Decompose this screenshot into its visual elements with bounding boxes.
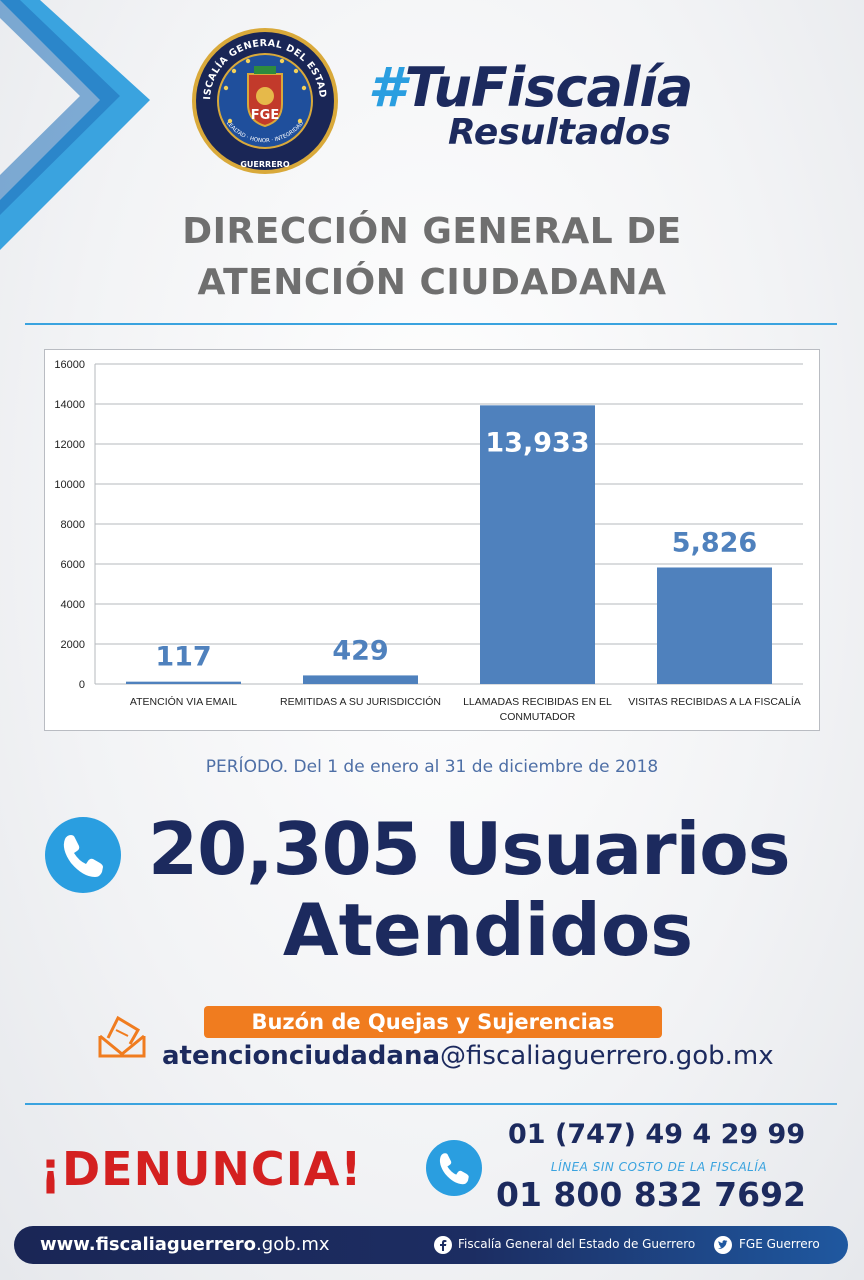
svg-text:FGE: FGE: [251, 108, 279, 123]
bar: [480, 405, 595, 684]
data-label: 117: [155, 642, 211, 673]
bar-chart-svg: 0 2000 4000 6000 8000 10000 12000 14000 16000 117…: [54, 359, 803, 723]
email-user: atencionciudadana: [162, 1041, 441, 1071]
twitter-account[interactable]: FGE Guerrero: [739, 1237, 820, 1251]
mailbox-envelope-icon: [98, 1015, 146, 1058]
data-label: 429: [332, 635, 388, 666]
contact-email[interactable]: atencionciudadana@fiscaliaguerrero.gob.m…: [162, 1041, 774, 1071]
divider-bottom: [25, 1103, 837, 1105]
complaints-mailbox-badge: Buzón de Quejas y Sujerencias: [204, 1006, 662, 1038]
hashtag-word: TuFiscalía: [404, 56, 694, 119]
y-tick-label: 10000: [54, 479, 85, 491]
y-tick-label: 2000: [61, 639, 85, 651]
x-tick-label: LLAMADAS RECIBIDAS EN EL: [463, 696, 612, 708]
y-tick-label: 16000: [54, 359, 85, 371]
footer-bar: [14, 1226, 848, 1264]
phone-icon-small: [426, 1140, 482, 1196]
y-tick-label: 8000: [61, 519, 85, 531]
y-tick-label: 12000: [54, 439, 85, 451]
footer-website-link[interactable]: www.fiscaliaguerrero.gob.mx: [40, 1234, 330, 1255]
x-tick-label: VISITAS RECIBIDAS A LA FISCALÍA: [628, 695, 801, 708]
y-tick-label: 4000: [61, 599, 85, 611]
phone-number-tollfree[interactable]: 01 800 832 7692: [496, 1175, 807, 1214]
corner-chevron-decoration: [0, 0, 150, 250]
bar: [126, 681, 241, 684]
x-tick-label: ATENCIÓN VIA EMAIL: [130, 695, 237, 708]
toll-free-caption: LÍNEA SIN COSTO DE LA FISCALÍA: [550, 1160, 768, 1174]
results-subtitle: Resultados: [448, 112, 672, 153]
facebook-account[interactable]: Fiscalía General del Estado de Guerrero: [458, 1237, 696, 1251]
x-tick-label: REMITIDAS A SU JURISDICCIÓN: [280, 695, 441, 708]
section-heading-line1: DIRECCIÓN GENERAL DE: [182, 211, 682, 252]
email-domain: @fiscaliaguerrero.gob.mx: [440, 1041, 774, 1071]
y-tick-label: 6000: [61, 559, 85, 571]
footer-url-main: www.fiscaliaguerrero: [40, 1234, 257, 1255]
section-heading-line2: ATENCIÓN CIUDADANA: [197, 262, 667, 303]
total-users-line1: 20,305 Usuarios: [148, 807, 791, 891]
fge-seal-logo: FISCALÍA GENERAL DEL ESTADO LEALTAD · HO…: [190, 26, 338, 174]
footer-url-tld: .gob.mx: [256, 1234, 330, 1255]
bar: [657, 567, 772, 684]
svg-text:GUERRERO: GUERRERO: [240, 160, 289, 169]
hashtag-symbol: #: [368, 56, 406, 119]
data-label: 5,826: [672, 527, 757, 558]
period-text: PERÍODO. Del 1 de enero al 31 de diciemb…: [205, 757, 659, 777]
data-label: 13,933: [485, 427, 589, 458]
twitter-icon[interactable]: [714, 1236, 732, 1254]
facebook-icon[interactable]: [434, 1236, 452, 1254]
denuncia-callout: ¡DENUNCIA!: [40, 1142, 363, 1196]
total-users-line2: Atendidos: [282, 888, 694, 972]
bar: [303, 675, 418, 684]
x-tick-label: CONMUTADOR: [500, 711, 576, 723]
phone-number-local[interactable]: 01 (747) 49 4 29 99: [508, 1119, 806, 1150]
phone-icon: [45, 817, 121, 893]
bar-chart: 0 2000 4000 6000 8000 10000 12000 14000 16000 117…: [44, 349, 820, 731]
y-tick-label: 0: [79, 679, 85, 691]
hashtag-title: #TuFiscalía: [368, 56, 694, 119]
divider-top: [25, 323, 837, 325]
y-tick-label: 14000: [54, 399, 85, 411]
